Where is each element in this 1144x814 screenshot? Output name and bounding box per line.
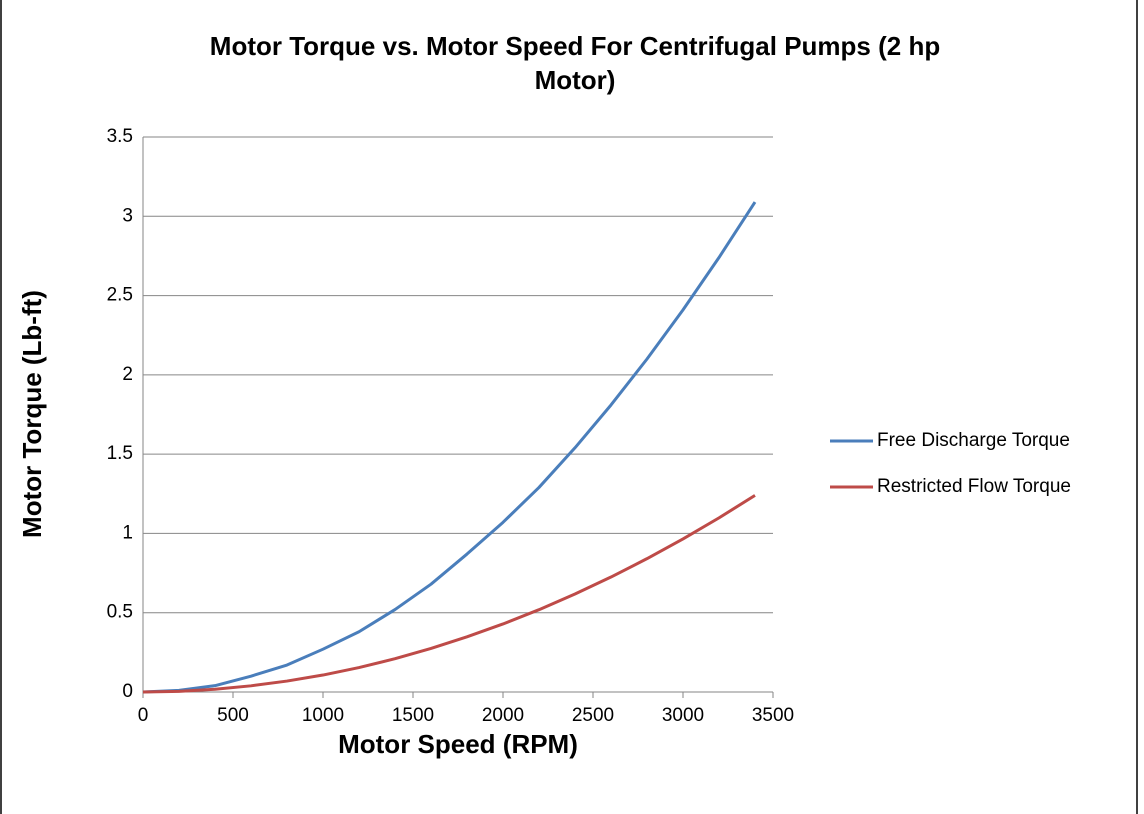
y-axis-title: Motor Torque (Lb-ft): [17, 290, 47, 538]
x-tick-label: 500: [217, 705, 249, 726]
x-tick-label: 2000: [482, 705, 524, 726]
chart-title: Motor Torque vs. Motor Speed For Centrif…: [210, 31, 940, 95]
legend-label: Restricted Flow Torque: [877, 476, 1071, 497]
y-tick-label: 3.5: [107, 126, 133, 147]
series-line: [142, 494, 756, 694]
x-tick-label: 2500: [572, 705, 614, 726]
x-tick-label: 1500: [392, 705, 434, 726]
y-tick-label: 1: [122, 522, 133, 543]
x-tick-label: 3000: [662, 705, 704, 726]
y-tick-label: 0.5: [107, 602, 133, 623]
x-tick-label: 0: [138, 705, 149, 726]
y-tick-label: 2: [122, 364, 133, 385]
y-tick-label: 2.5: [107, 285, 133, 306]
y-tick-label: 3: [122, 205, 133, 226]
y-tick-label: 0: [122, 681, 133, 702]
legend-label: Free Discharge Torque: [877, 430, 1070, 451]
series-line: [142, 201, 757, 694]
x-tick-label: 3500: [752, 705, 794, 726]
y-tick-label: 1.5: [107, 443, 133, 464]
x-axis-title: Motor Speed (RPM): [338, 729, 578, 759]
x-tick-label: 1000: [302, 705, 344, 726]
